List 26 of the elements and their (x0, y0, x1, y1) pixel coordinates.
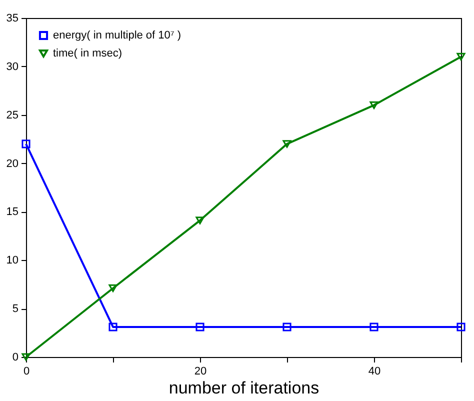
point (282, 322, 292, 332)
point (370, 322, 378, 332)
x-axis-title: number of iterations (168, 378, 320, 398)
y-tick-label: 35 (6, 12, 18, 24)
y-tick-label: 15 (6, 206, 18, 218)
legend-label: energy( in multiple of 10⁷ ) (53, 30, 182, 42)
legend-label: time( in msec) (53, 48, 122, 60)
point (22, 140, 30, 148)
point (282, 140, 292, 148)
point (456, 52, 466, 61)
point (370, 101, 378, 109)
y-tick-label: 25 (6, 109, 18, 122)
point (108, 322, 118, 332)
point (196, 216, 204, 224)
point (196, 322, 204, 332)
x-tick-label: 40 (368, 366, 381, 378)
point (22, 353, 30, 361)
x-tick-label: 20 (194, 366, 207, 378)
point (108, 284, 118, 292)
y-tick-label: 5 (12, 303, 18, 316)
y-tick-label: 20 (6, 158, 18, 170)
x-tick-label: 0 (23, 366, 30, 378)
y-tick-label: 30 (6, 60, 18, 73)
point (456, 322, 466, 332)
y-tick-label: 0 (12, 352, 18, 364)
y-tick-label: 10 (6, 254, 18, 267)
